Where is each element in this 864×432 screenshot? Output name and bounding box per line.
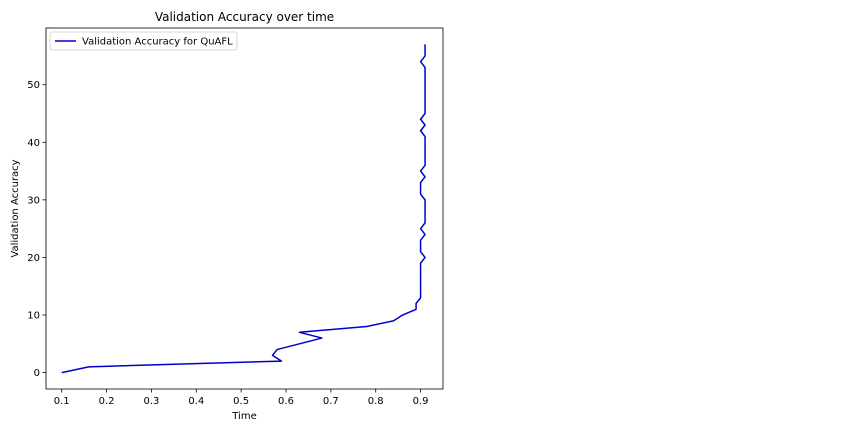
y-tick-label: 10: [27, 311, 40, 322]
x-tick-label: 0.9: [413, 396, 429, 407]
x-tick-label: 0.1: [54, 396, 70, 407]
x-axis-ticks: 0.1 0.2 0.3 0.4 0.5 0.6 0.7 0.8 0.9: [54, 389, 429, 407]
y-tick-label: 40: [27, 138, 40, 149]
legend: Validation Accuracy for QuAFL: [49, 31, 238, 51]
plot-area: [46, 28, 443, 389]
x-tick-label: 0.4: [188, 396, 204, 407]
x-tick-label: 0.5: [233, 396, 249, 407]
x-tick-label: 0.8: [368, 396, 384, 407]
series-line-validation-accuracy: [61, 44, 426, 374]
x-tick-label: 0.6: [278, 396, 294, 407]
legend-label-validation-accuracy: Validation Accuracy for QuAFL: [82, 37, 233, 48]
x-tick-label: 0.7: [323, 396, 339, 407]
x-tick-label: 0.2: [99, 396, 115, 407]
y-axis-ticks: 0 10 20 30 40 50: [27, 80, 46, 379]
y-tick-label: 30: [27, 195, 40, 206]
x-axis-label: Time: [231, 411, 256, 422]
legend-box: [49, 31, 238, 51]
y-tick-label: 50: [27, 80, 40, 91]
chart-title: Validation Accuracy over time: [155, 10, 334, 24]
y-tick-label: 20: [27, 253, 40, 264]
plot-frame: [45, 27, 444, 390]
series-layer: [61, 44, 426, 374]
x-tick-label: 0.3: [143, 396, 159, 407]
y-tick-label: 0: [34, 368, 40, 379]
y-axis-label: Validation Accuracy: [10, 159, 21, 257]
